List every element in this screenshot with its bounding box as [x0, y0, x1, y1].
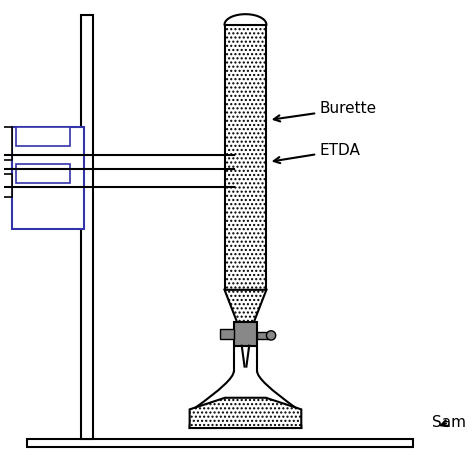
Text: ETDA: ETDA [274, 143, 361, 163]
Bar [0, 174, 12, 197]
Polygon shape [190, 398, 301, 428]
Bar [257, 332, 269, 339]
Bar [16, 164, 70, 183]
Bar [12, 127, 84, 229]
Text: Burette: Burette [274, 101, 377, 122]
Bar [220, 329, 234, 339]
Text: Sam: Sam [431, 415, 465, 430]
Circle shape [266, 331, 276, 340]
Bar [0, 127, 12, 160]
PathPatch shape [190, 371, 301, 428]
Polygon shape [225, 290, 266, 329]
Bar [234, 132, 259, 188]
Bar [234, 164, 259, 220]
Bar [16, 127, 70, 146]
Bar [82, 15, 93, 439]
Polygon shape [225, 25, 266, 290]
Bar [27, 439, 413, 447]
Bar [234, 322, 257, 346]
